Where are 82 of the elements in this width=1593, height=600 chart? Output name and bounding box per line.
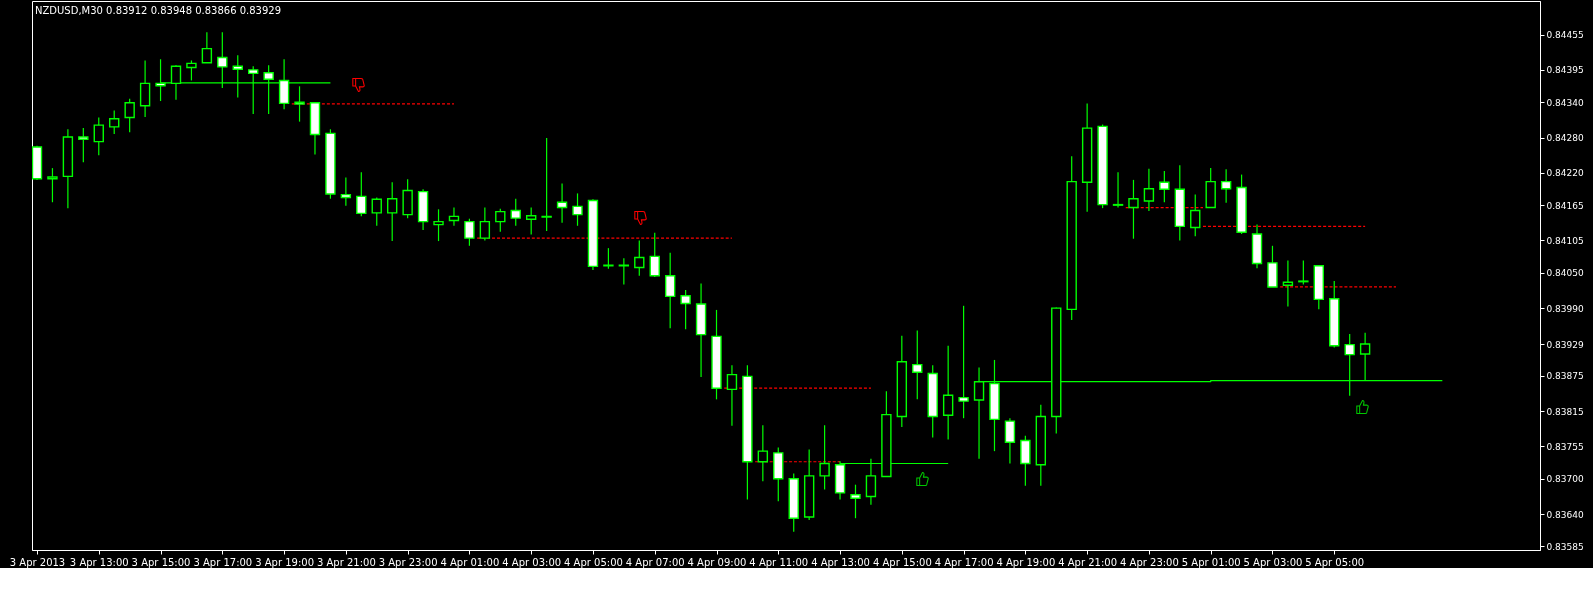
candlestick bbox=[958, 305, 969, 419]
candlestick bbox=[433, 208, 444, 242]
y-tick-label: 0.84105 bbox=[1546, 235, 1584, 246]
y-tick-label: 0.83929 bbox=[1546, 339, 1584, 350]
candlestick bbox=[93, 116, 104, 156]
x-tick-label: 4 Apr 05:00 bbox=[564, 556, 623, 568]
candlestick bbox=[340, 176, 352, 207]
x-tick-label: 3 Apr 23:00 bbox=[378, 556, 438, 568]
candlestick bbox=[1004, 417, 1016, 465]
y-tick-label: 0.83815 bbox=[1546, 406, 1584, 417]
candlestick bbox=[1143, 168, 1155, 212]
x-tick-label: 3 Apr 13:00 bbox=[69, 556, 129, 568]
candlestick bbox=[124, 98, 135, 133]
candlestick bbox=[664, 252, 676, 329]
x-tick-label: 4 Apr 01:00 bbox=[440, 556, 500, 568]
candlestick bbox=[942, 345, 954, 440]
candlestick bbox=[464, 218, 475, 247]
y-tick-label: 0.84395 bbox=[1546, 65, 1584, 76]
candlestick bbox=[448, 206, 460, 227]
y-tick-label: 0.83990 bbox=[1546, 303, 1584, 314]
candlestick bbox=[572, 192, 583, 227]
candlestick bbox=[757, 424, 769, 482]
candlestick bbox=[78, 127, 89, 163]
candlestick bbox=[649, 232, 660, 278]
candlestick bbox=[186, 59, 197, 82]
candlestick bbox=[1159, 170, 1170, 203]
candlestick bbox=[294, 85, 305, 123]
x-tick-label: 4 Apr 07:00 bbox=[625, 556, 685, 568]
y-tick-label: 0.83640 bbox=[1546, 509, 1584, 520]
candlestick bbox=[201, 31, 213, 64]
candlestick bbox=[510, 198, 521, 227]
candlestick bbox=[680, 289, 691, 330]
candlestick bbox=[495, 208, 506, 233]
y-tick-label: 0.84280 bbox=[1546, 133, 1584, 144]
x-tick-label: 5 Apr 05:00 bbox=[1305, 556, 1365, 568]
x-tick-label: 4 Apr 15:00 bbox=[872, 556, 932, 568]
candlestick bbox=[387, 181, 398, 242]
candlestick bbox=[371, 196, 382, 227]
x-tick-label: 4 Apr 11:00 bbox=[749, 556, 809, 568]
candlestick bbox=[139, 59, 151, 118]
candlestick bbox=[1220, 168, 1232, 204]
candlestick bbox=[356, 171, 367, 217]
y-tick-label: 0.83875 bbox=[1546, 371, 1584, 382]
candlestick bbox=[634, 239, 645, 277]
y-tick-label: 0.84050 bbox=[1546, 268, 1584, 279]
x-tick-label: 3 Apr 19:00 bbox=[255, 556, 315, 568]
candlestick bbox=[1128, 179, 1139, 240]
x-tick-label: 4 Apr 23:00 bbox=[1120, 556, 1179, 568]
candlestick bbox=[109, 109, 120, 135]
y-tick-label: 0.84220 bbox=[1546, 168, 1584, 179]
candlestick bbox=[1282, 259, 1294, 307]
candlestick bbox=[1112, 171, 1124, 209]
x-tick-label: 3 Apr 17:00 bbox=[193, 556, 253, 568]
x-tick-label: 4 Apr 03:00 bbox=[502, 556, 562, 568]
x-tick-label: 5 Apr 03:00 bbox=[1243, 556, 1303, 568]
x-tick-label: 4 Apr 21:00 bbox=[1058, 556, 1118, 568]
x-tick-label: 4 Apr 13:00 bbox=[811, 556, 870, 568]
candlestick bbox=[850, 484, 861, 519]
x-tick-label: 3 Apr 21:00 bbox=[316, 556, 376, 568]
candlestick bbox=[819, 424, 830, 490]
y-tick-label: 0.84455 bbox=[1546, 30, 1584, 41]
x-tick-label: 3 Apr 15:00 bbox=[131, 556, 191, 568]
candlestick bbox=[1020, 435, 1031, 487]
candlestick bbox=[912, 329, 923, 400]
candlestick bbox=[525, 206, 537, 236]
candlestick bbox=[479, 206, 491, 242]
candlestick bbox=[1298, 259, 1309, 286]
x-tick-label: 4 Apr 17:00 bbox=[934, 556, 994, 568]
y-tick-label: 0.83755 bbox=[1546, 441, 1584, 452]
y-tick-label: 0.83585 bbox=[1546, 541, 1584, 552]
x-tick-label: 5 Apr 01:00 bbox=[1181, 556, 1241, 568]
x-tick-label: 3 Apr 2013 bbox=[9, 556, 66, 568]
candlestick bbox=[1190, 193, 1201, 237]
candlestick bbox=[47, 167, 58, 203]
chart-title: NZDUSD,M30 0.83912 0.83948 0.83866 0.83929 bbox=[35, 5, 282, 16]
candlestick bbox=[726, 364, 738, 427]
candlestick bbox=[541, 137, 552, 232]
y-tick-label: 0.84165 bbox=[1546, 200, 1584, 211]
x-tick-label: 4 Apr 19:00 bbox=[996, 556, 1056, 568]
y-tick-label: 0.84340 bbox=[1546, 97, 1584, 108]
x-tick-label: 4 Apr 09:00 bbox=[687, 556, 747, 568]
y-tick-label: 0.83700 bbox=[1546, 474, 1584, 485]
